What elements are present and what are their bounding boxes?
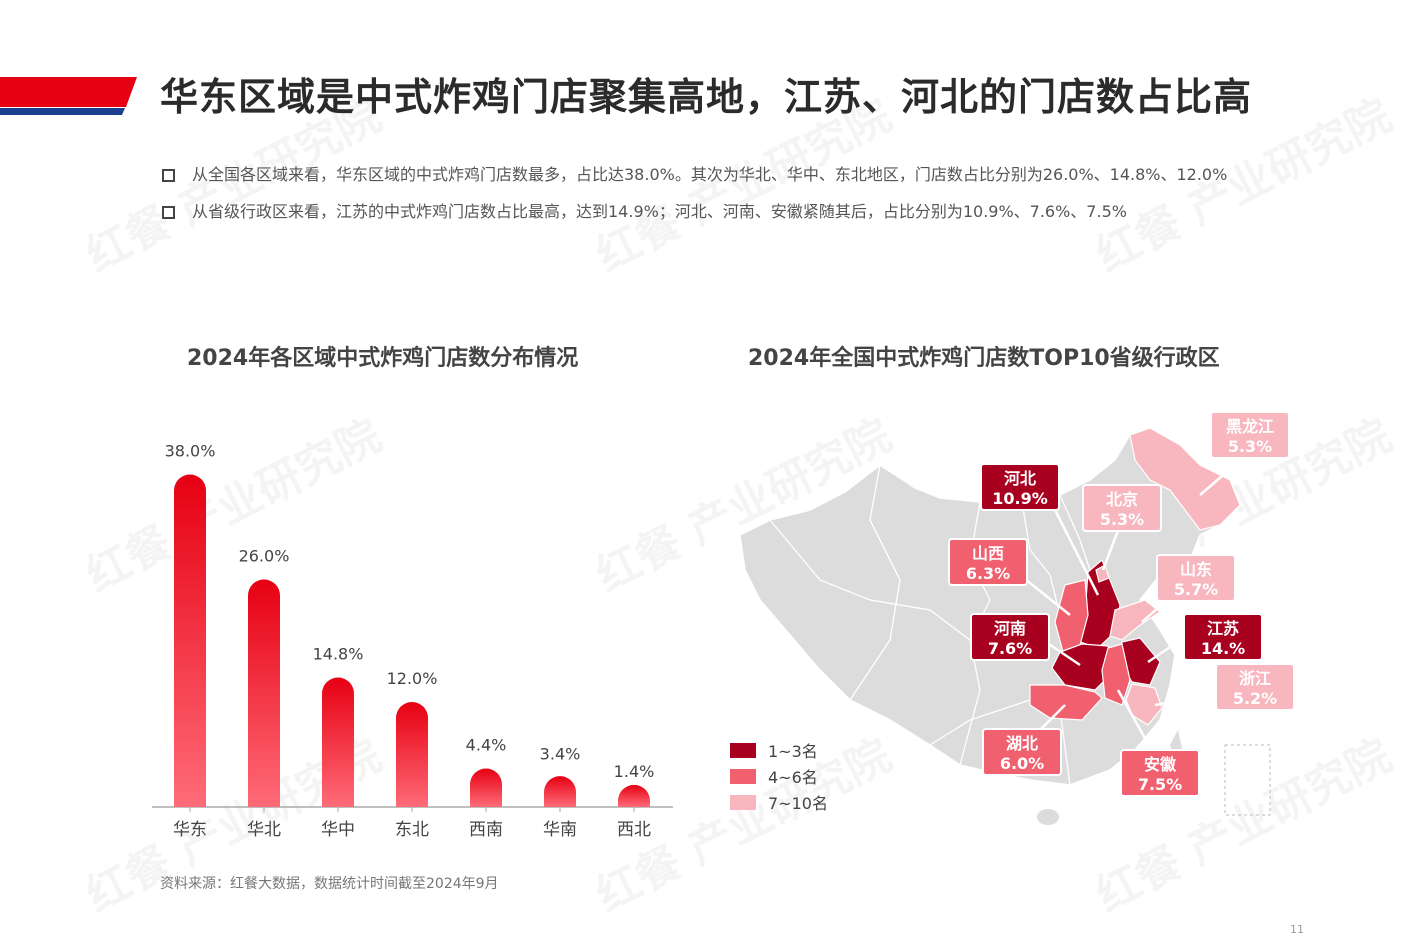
bullet-item: 从全国各区域来看，华东区域的中式炸鸡门店数最多，占比达38.0%。其次为华北、华… [160,165,1280,184]
page-number: 11 [1290,923,1304,936]
callout-box-浙江 [1215,663,1295,711]
x-tick-label: 华北 [247,820,281,840]
x-tick-label: 西北 [617,820,651,840]
legend-swatch-rank3 [730,795,756,810]
callout-box-山东 [1156,554,1236,602]
legend-label-rank2: 4~6名 [768,768,818,787]
bar-chart: 38.0% 华东 26.0% 华北 14.8% 华中 12.0% 东北 4.4% 西南 3.4% 华南… [152,442,673,840]
legend-label-rank3: 7~10名 [768,794,828,813]
callout-name: 浙江 [1239,669,1271,688]
callout-box-湖北 [982,728,1062,776]
callout-value: 5.3% [1100,510,1144,529]
map-province-shandong [1109,599,1162,641]
bar-华南 [544,776,576,807]
x-tick-label: 华东 [173,820,207,840]
bullet-square-icon [162,169,175,182]
legend-swatch-rank1 [730,743,756,758]
bar-value-label: 12.0% [387,669,438,688]
map-province-anhui [1101,643,1131,706]
bar-value-label: 26.0% [239,547,290,566]
callout-name: 安徽 [1144,755,1177,774]
bar-value-label: 4.4% [466,736,507,755]
callout-box-山西 [948,538,1028,586]
bullet-text: 从全国各区域来看，华东区域的中式炸鸡门店数最多，占比达38.0%。其次为华北、华… [192,165,1228,184]
bar-value-label: 1.4% [614,762,655,781]
callout-value: 6.0% [1000,754,1044,773]
bar-value-label: 14.8% [313,645,364,664]
callout-value: 6.3% [966,564,1010,583]
callout-value: 5.7% [1174,580,1218,599]
map-leader-lines [1019,451,1256,766]
bullet-text: 从省级行政区来看，江苏的中式炸鸡门店数占比最高，达到14.9%；河北、河南、安徽… [192,202,1127,221]
bar-东北 [396,702,428,807]
source-note: 资料来源：红餐大数据，数据统计时间截至2024年9月 [160,876,499,892]
bar-华北 [248,579,280,807]
map-province-heilongjiang [1129,427,1241,531]
x-tick-label: 东北 [395,820,429,840]
bullet-square-icon [162,206,175,219]
bar-西南 [470,768,502,807]
callout-name: 黑龙江 [1226,417,1274,436]
callout-value: 7.6% [988,639,1032,658]
page-title: 华东区域是中式炸鸡门店聚集高地，江苏、河北的门店数占比高 [160,75,1253,119]
callout-name: 山东 [1180,560,1212,579]
x-tick-label: 华南 [543,820,577,840]
callout-name: 湖北 [1006,734,1038,753]
callout-box-河北 [980,463,1060,511]
map-province-hubei [1029,684,1103,721]
bar-华中 [322,677,354,807]
x-tick-label: 华中 [321,820,355,840]
x-tick-label: 西南 [469,820,503,840]
callout-box-北京 [1082,484,1162,532]
callout-name: 北京 [1106,490,1138,509]
map-province-zhejiang [1125,683,1163,726]
legend-label-rank1: 1~3名 [768,742,818,761]
legend-swatch-rank2 [730,769,756,784]
bar-西北 [618,784,650,807]
callout-value: 5.3% [1228,437,1272,456]
bar-华东 [174,474,206,807]
callout-box-黑龙江 [1210,411,1290,459]
callout-name: 河南 [994,619,1026,638]
map-province-beijing [1095,564,1110,583]
callout-value: 10.9% [992,489,1048,508]
bullet-item: 从省级行政区来看，江苏的中式炸鸡门店数占比最高，达到14.9%；河北、河南、安徽… [160,202,1280,221]
callout-value: 7.5% [1138,775,1182,794]
bar-value-label: 38.0% [165,442,216,461]
callout-value: 14.% [1201,639,1245,658]
callout-name: 山西 [972,544,1004,563]
bar-value-label: 3.4% [540,744,581,763]
callout-box-河南 [970,613,1050,661]
callout-box-安徽 [1120,749,1200,797]
callout-name: 江苏 [1207,619,1239,638]
map-hainan [1037,809,1059,825]
bar-chart-title: 2024年各区域中式炸鸡门店数分布情况 [187,346,579,371]
bullet-list: 从全国各区域来看，华东区域的中式炸鸡门店数最多，占比达38.0%。其次为华北、华… [160,165,1280,239]
map-chart-title: 2024年全国中式炸鸡门店数TOP10省级行政区 [748,346,1220,371]
map-south-sea-inset [1224,744,1271,816]
callout-box-江苏 [1183,613,1263,661]
callout-name: 河北 [1004,469,1036,488]
callout-value: 5.2% [1233,689,1277,708]
header-accent-bar [0,77,137,115]
